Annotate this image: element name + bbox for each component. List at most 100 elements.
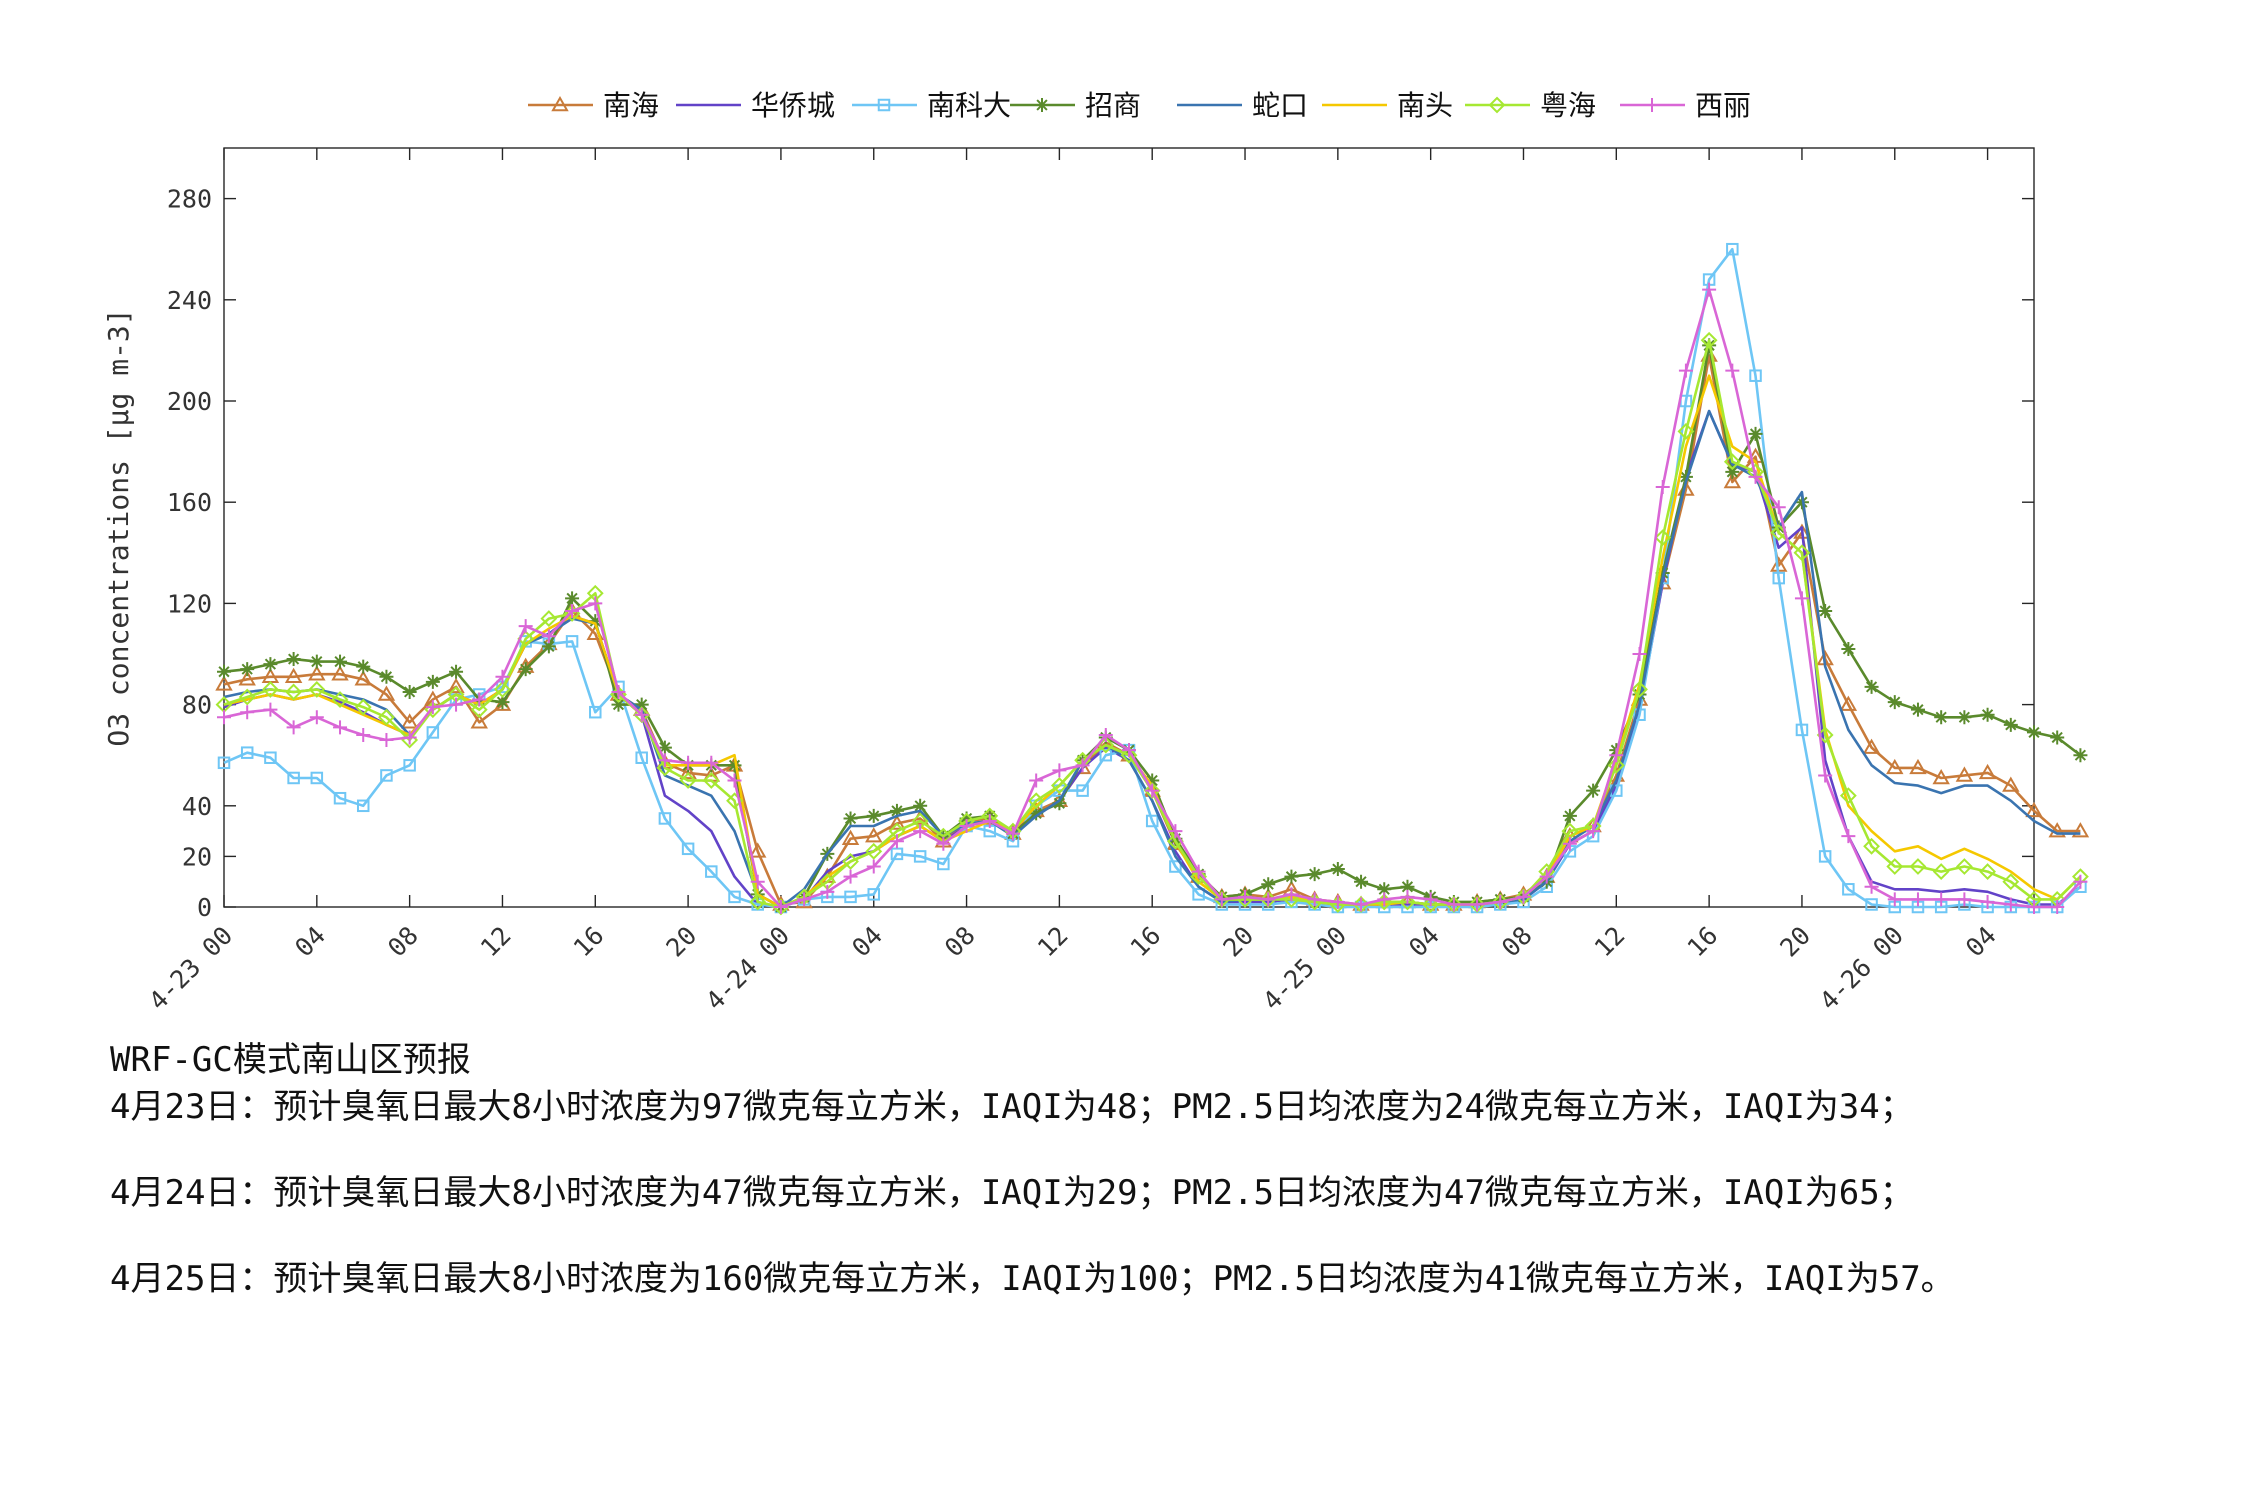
data-point [1749, 369, 1762, 382]
data-point [540, 610, 558, 627]
legend-marker [1488, 96, 1506, 114]
data-point [1980, 894, 1995, 909]
data-point [425, 674, 440, 689]
data-point [1841, 829, 1856, 844]
x-tick-label: 4-23 00 [143, 921, 238, 1016]
plot-frame [223, 147, 2035, 908]
x-tick-label: 20 [1774, 921, 1816, 963]
data-point [842, 853, 859, 870]
data-point [1120, 746, 1138, 764]
y-tick-label: 120 [167, 589, 212, 618]
data-point [238, 688, 256, 706]
data-point [2050, 900, 2065, 914]
legend-label: 华侨城 [751, 89, 835, 122]
series-line [223, 409, 2081, 909]
data-point [470, 713, 488, 729]
data-point [1169, 860, 1182, 873]
data-point [657, 753, 672, 768]
data-point [2002, 776, 2020, 792]
x-tick-label: 4-26 00 [1814, 921, 1909, 1016]
data-point [936, 836, 951, 851]
data-point [588, 614, 603, 629]
legend-item: 华侨城 [676, 89, 835, 122]
data-point [1354, 874, 1369, 889]
data-point [1979, 863, 1997, 880]
data-point [704, 755, 719, 770]
data-point [679, 772, 697, 789]
data-point [1748, 469, 1763, 484]
series-南头 [223, 374, 2082, 909]
data-point [681, 842, 695, 856]
series-line [223, 247, 2082, 909]
data-point [843, 869, 858, 884]
data-point [1934, 710, 1949, 725]
data-point [1793, 544, 1811, 562]
data-point [867, 888, 880, 901]
legend-item: 南头 [1322, 89, 1453, 122]
x-tick-label: 08 [1496, 921, 1538, 963]
data-point [635, 751, 648, 764]
data-point [1864, 679, 1879, 694]
data-point [1980, 707, 1995, 722]
data-point [379, 733, 394, 748]
data-point [426, 726, 440, 739]
data-point [400, 713, 419, 729]
data-point [679, 763, 697, 780]
data-point [331, 665, 349, 681]
data-point [727, 773, 742, 788]
data-point [2003, 897, 2018, 912]
data-point [1283, 890, 1300, 908]
data-point [1330, 862, 1345, 877]
data-point [889, 834, 904, 849]
data-point [888, 814, 906, 830]
legend-label: 招商 [1085, 89, 1141, 122]
data-point [380, 769, 393, 782]
data-point [1932, 863, 1950, 880]
data-point [1909, 858, 1927, 875]
x-tick-label: 04 [289, 921, 331, 963]
data-point [541, 639, 556, 654]
legend-marker [877, 98, 891, 112]
data-point [1145, 814, 1159, 828]
data-point [308, 681, 326, 698]
y-tick-label: 20 [182, 842, 212, 871]
data-point [1423, 892, 1438, 907]
legend-label: 南科大 [927, 89, 1011, 122]
data-point [1399, 893, 1416, 911]
data-point [286, 652, 301, 667]
y-tick-label: 200 [167, 387, 212, 416]
data-point [333, 720, 348, 735]
data-point [1446, 897, 1461, 912]
data-point [1955, 858, 1973, 875]
data-point [356, 659, 371, 674]
data-point [1932, 768, 1950, 785]
data-point [217, 756, 231, 770]
legend-item: 南科大 [852, 89, 1011, 122]
data-point [1887, 892, 1902, 907]
data-point [982, 813, 997, 828]
data-point [820, 884, 835, 899]
y-tick-label: 80 [182, 691, 212, 720]
data-point [1772, 571, 1785, 585]
data-point [656, 759, 674, 777]
legend-item: 招商 [1010, 89, 1141, 122]
data-point [1934, 892, 1949, 907]
data-point [1957, 892, 1972, 907]
data-point [1655, 480, 1670, 495]
data-point [705, 865, 718, 878]
data-point [589, 705, 602, 719]
data-point [1354, 897, 1369, 912]
data-point [728, 890, 741, 904]
data-point [1284, 887, 1299, 902]
data-point [1633, 708, 1646, 721]
data-point [890, 847, 904, 861]
data-point [493, 695, 512, 711]
x-tick-label: 12 [1032, 921, 1074, 963]
data-point [1261, 892, 1276, 907]
data-point [261, 681, 279, 698]
data-point [1214, 892, 1229, 907]
series-华侨城 [223, 409, 2082, 909]
data-point [1400, 889, 1415, 904]
data-point [1027, 792, 1045, 810]
data-point [702, 772, 720, 789]
